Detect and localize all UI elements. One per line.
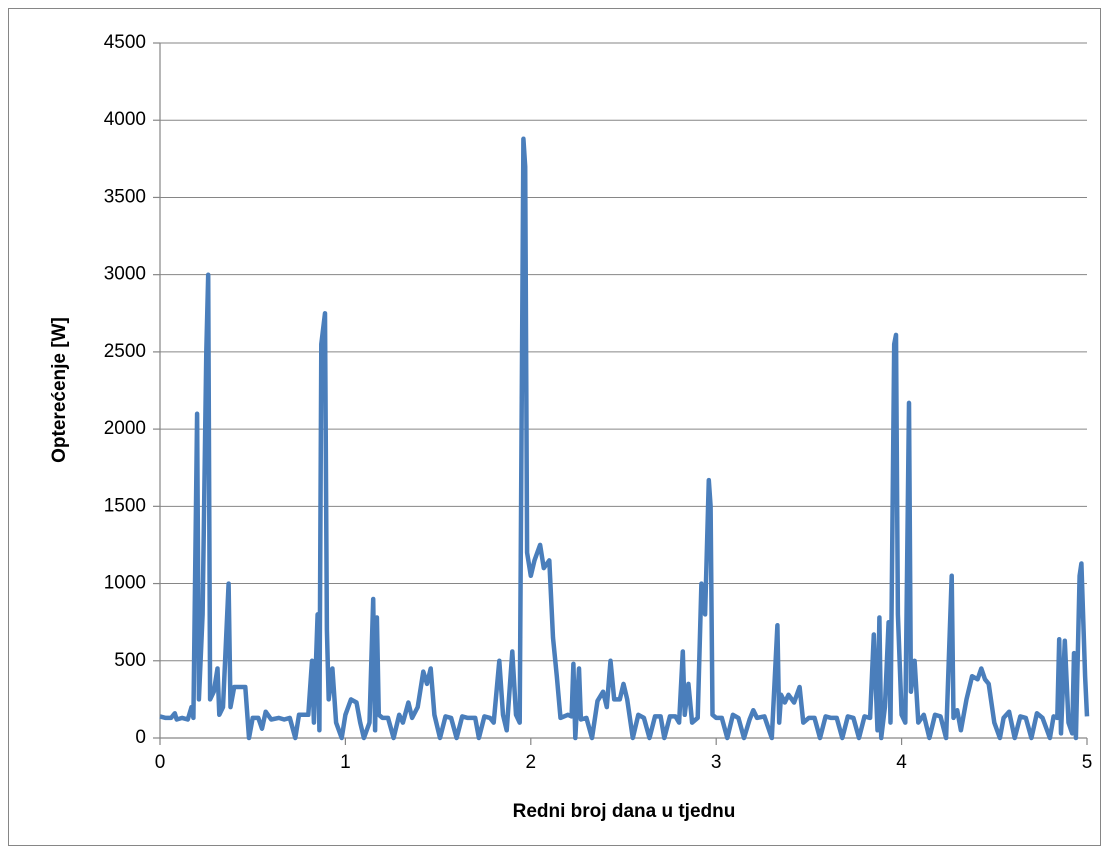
- y-tick-label: 3000: [104, 264, 146, 285]
- x-tick-label: 2: [526, 752, 537, 773]
- y-tick-label: 1000: [104, 573, 146, 594]
- y-tick-label: 0: [135, 727, 146, 748]
- x-tick-label: 0: [155, 752, 166, 773]
- x-tick-label: 3: [711, 752, 722, 773]
- x-tick-label: 5: [1082, 752, 1093, 773]
- x-tick-label: 4: [896, 752, 907, 773]
- y-tick-label: 3500: [104, 186, 146, 207]
- chart-frame: [8, 8, 1101, 846]
- x-axis-label: Redni broj dana u tjednu: [513, 801, 736, 822]
- y-axis-label: Opterećenje [W]: [49, 317, 70, 463]
- y-tick-label: 4000: [104, 109, 146, 130]
- y-tick-label: 500: [114, 650, 146, 671]
- y-tick-label: 2500: [104, 341, 146, 362]
- data-line: [159, 136, 1090, 741]
- x-tick-label: 1: [340, 752, 351, 773]
- y-tick-label: 2000: [104, 418, 146, 439]
- y-tick-label: 4500: [104, 32, 146, 53]
- y-tick-label: 1500: [104, 495, 146, 516]
